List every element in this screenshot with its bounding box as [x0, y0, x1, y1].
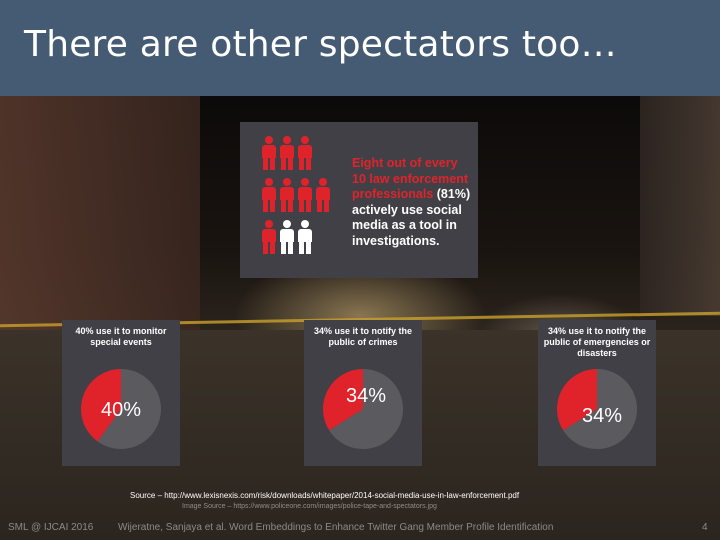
pie-label: 40%	[101, 399, 141, 421]
person-icon-white	[280, 220, 294, 254]
infographic-text-red-1: Eight out of every 10 law enforcement pr…	[352, 156, 469, 201]
card-special-events: 40% use it to monitor special events 40%	[62, 320, 180, 466]
infographic-text-pct: (81%)	[436, 187, 471, 201]
pie-slice-main	[557, 369, 597, 431]
card-caption: 34% use it to notify the public of emerg…	[543, 326, 651, 358]
source-citation: Source – http://www.lexisnexis.com/risk/…	[130, 491, 520, 500]
infographic-text-red-2: actively use social media as a tool in i…	[352, 202, 462, 248]
pie-chart-crimes: 34%	[323, 369, 403, 449]
card-caption: 34% use it to notify the public of crime…	[313, 326, 412, 347]
person-icon-red	[262, 178, 276, 212]
card-crimes: 34% use it to notify the public of crime…	[304, 320, 422, 466]
pie-label: 34%	[346, 385, 386, 407]
person-icon-red	[262, 136, 276, 170]
infographic-text: Eight out of every 10 law enforcement pr…	[352, 156, 474, 249]
footer-center: Wijeratne, Sanjaya et al. Word Embedding…	[118, 522, 554, 533]
person-icon-red	[298, 178, 312, 212]
building-right	[640, 96, 720, 316]
infographic-81-percent: Eight out of every 10 law enforcement pr…	[240, 122, 478, 278]
person-icon-red	[262, 220, 276, 254]
building-left	[0, 96, 200, 336]
pie-slice-rest	[563, 369, 637, 449]
card-caption: 40% use it to monitor special events	[75, 326, 167, 347]
pie-chart-emergencies: 34%	[557, 369, 637, 449]
footer-left: SML @ IJCAI 2016	[8, 522, 94, 533]
person-icon-red	[298, 136, 312, 170]
pie-slice-rest	[329, 369, 403, 449]
title-bar: There are other spectators too…	[0, 0, 720, 96]
image-source-citation: Image Source – https://www.policeone.com…	[182, 503, 437, 510]
pie-chart-special-events: 40%	[80, 369, 161, 449]
card-emergencies: 34% use it to notify the public of emerg…	[538, 320, 656, 466]
person-icon-red	[280, 178, 294, 212]
person-icon-red	[316, 178, 330, 212]
person-icon-red	[280, 136, 294, 170]
pie-label: 34%	[582, 405, 622, 427]
pie-slice-main	[80, 369, 121, 442]
pie-slice-main	[323, 369, 363, 431]
pie-slice-rest	[97, 369, 161, 449]
slide-title: There are other spectators too…	[24, 24, 617, 65]
page-number: 4	[702, 522, 708, 533]
people-icons	[262, 136, 342, 262]
person-icon-white	[298, 220, 312, 254]
